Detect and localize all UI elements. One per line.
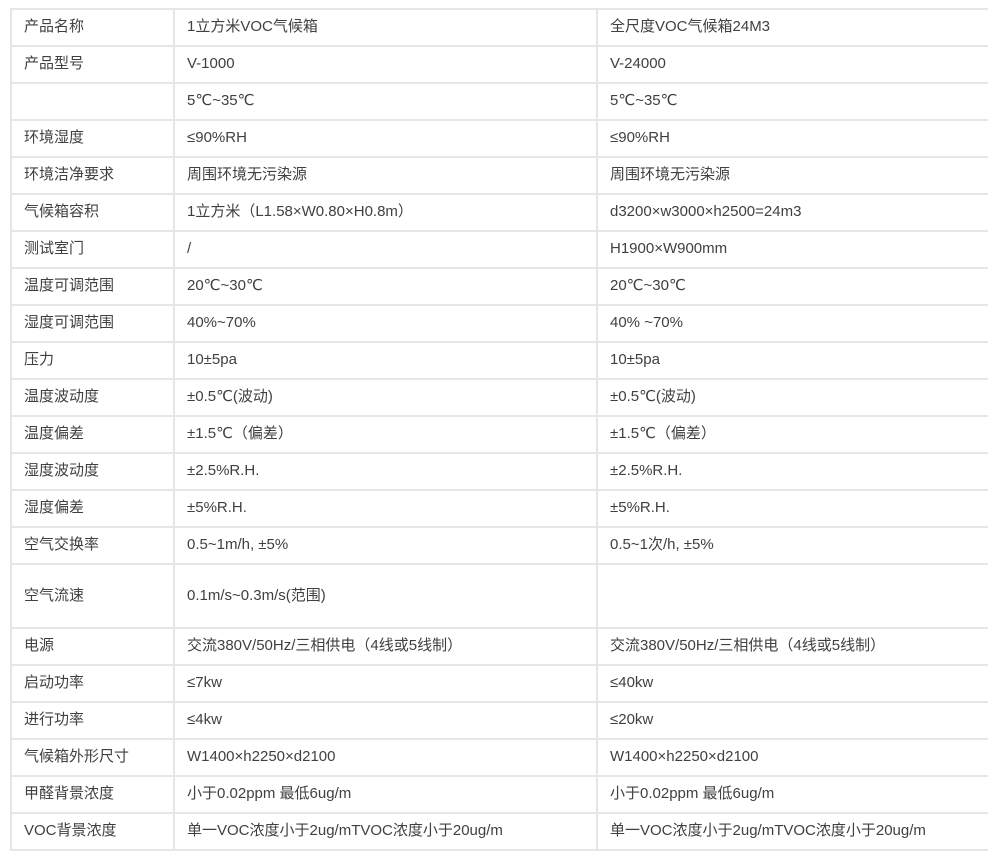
spec-value-cell-v24000: d3200×w3000×h2500=24m3 <box>596 193 988 232</box>
table-row: 湿度波动度 ±2.5%R.H. ±2.5%R.H. <box>10 452 988 491</box>
spec-value-cell-v1000: 0.5~1m/h, ±5% <box>173 526 598 565</box>
spec-value-cell-v24000: ≤20kw <box>596 701 988 740</box>
spec-value-cell-v24000: 40% ~70% <box>596 304 988 343</box>
spec-value-cell-v1000: V-1000 <box>173 45 598 84</box>
spec-label-cell: 进行功率 <box>10 701 175 740</box>
spec-value-cell-v1000: 1立方米（L1.58×W0.80×H0.8m） <box>173 193 598 232</box>
spec-label-cell: 测试室门 <box>10 230 175 269</box>
spec-label-cell: VOC背景浓度 <box>10 812 175 851</box>
spec-label-cell: 湿度偏差 <box>10 489 175 528</box>
table-row: 环境洁净要求 周围环境无污染源 周围环境无污染源 <box>10 156 988 195</box>
spec-label-cell: 启动功率 <box>10 664 175 703</box>
spec-value-cell-v24000: W1400×h2250×d2100 <box>596 738 988 777</box>
spec-value-cell-v1000: ≤90%RH <box>173 119 598 158</box>
table-row: VOC背景浓度 单一VOC浓度小于2ug/mTVOC浓度小于20ug/m 单一VOC… <box>10 812 988 851</box>
spec-label-cell: 温度偏差 <box>10 415 175 454</box>
spec-value-cell-v1000: ±1.5℃（偏差） <box>173 415 598 454</box>
spec-value-cell-v24000: 单一VOC浓度小于2ug/mTVOC浓度小于20ug/m <box>596 812 988 851</box>
spec-value-cell-v1000: 1立方米VOC气候箱 <box>173 8 598 47</box>
spec-value-cell-v24000: H1900×W900mm <box>596 230 988 269</box>
spec-value-cell-v24000: 0.5~1次/h, ±5% <box>596 526 988 565</box>
table-row: 5℃~35℃ 5℃~35℃ <box>10 82 988 121</box>
spec-value-cell-v1000: ±0.5℃(波动) <box>173 378 598 417</box>
spec-label-cell: 温度可调范围 <box>10 267 175 306</box>
spec-value-cell-v24000: 小于0.02ppm 最低6ug/m <box>596 775 988 814</box>
spec-value-cell-v1000: 5℃~35℃ <box>173 82 598 121</box>
spec-value-cell-v24000: ±1.5℃（偏差） <box>596 415 988 454</box>
table-row: 压力 10±5pa 10±5pa <box>10 341 988 380</box>
table-row: 温度波动度 ±0.5℃(波动) ±0.5℃(波动) <box>10 378 988 417</box>
spec-value-cell-v1000: ≤7kw <box>173 664 598 703</box>
table-row: 气候箱外形尺寸 W1400×h2250×d2100 W1400×h2250×d210… <box>10 738 988 777</box>
spec-value-cell-v1000: ≤4kw <box>173 701 598 740</box>
spec-value-cell-v24000: V-24000 <box>596 45 988 84</box>
table-row: 温度偏差 ±1.5℃（偏差） ±1.5℃（偏差） <box>10 415 988 454</box>
spec-value-cell-v1000: 0.1m/s~0.3m/s(范围) <box>173 563 598 629</box>
spec-label-cell: 温度波动度 <box>10 378 175 417</box>
spec-value-cell-v24000: 20℃~30℃ <box>596 267 988 306</box>
spec-label-cell: 气候箱容积 <box>10 193 175 232</box>
spec-label-cell: 空气交换率 <box>10 526 175 565</box>
spec-label-cell: 压力 <box>10 341 175 380</box>
spec-label-cell: 电源 <box>10 627 175 666</box>
table-row: 产品名称 1立方米VOC气候箱 全尺度VOC气候箱24M3 <box>10 8 988 47</box>
spec-value-cell-v1000: / <box>173 230 598 269</box>
table-row: 进行功率 ≤4kw ≤20kw <box>10 701 988 740</box>
table-row: 产品型号 V-1000 V-24000 <box>10 45 988 84</box>
table-row: 湿度偏差 ±5%R.H. ±5%R.H. <box>10 489 988 528</box>
spec-value-cell-v24000: ≤90%RH <box>596 119 988 158</box>
product-spec-table: 产品名称 1立方米VOC气候箱 全尺度VOC气候箱24M3 产品型号 V-1000 V-2… <box>10 8 988 851</box>
spec-value-cell-v24000: 全尺度VOC气候箱24M3 <box>596 8 988 47</box>
spec-value-cell-v1000: ±5%R.H. <box>173 489 598 528</box>
spec-label-cell: 气候箱外形尺寸 <box>10 738 175 777</box>
spec-value-cell-v1000: 10±5pa <box>173 341 598 380</box>
spec-label-cell: 产品名称 <box>10 8 175 47</box>
spec-value-cell-v24000: 10±5pa <box>596 341 988 380</box>
table-row: 湿度可调范围 40%~70% 40% ~70% <box>10 304 988 343</box>
table-row: 测试室门 / H1900×W900mm <box>10 230 988 269</box>
spec-value-cell-v1000: ±2.5%R.H. <box>173 452 598 491</box>
spec-label-cell: 湿度波动度 <box>10 452 175 491</box>
spec-value-cell-v24000: ±2.5%R.H. <box>596 452 988 491</box>
spec-value-cell-v1000: 40%~70% <box>173 304 598 343</box>
spec-value-cell-v24000: 周围环境无污染源 <box>596 156 988 195</box>
spec-label-cell: 环境洁净要求 <box>10 156 175 195</box>
spec-value-cell-v24000 <box>596 563 988 629</box>
spec-value-cell-v24000: ±0.5℃(波动) <box>596 378 988 417</box>
table-row: 环境湿度 ≤90%RH ≤90%RH <box>10 119 988 158</box>
spec-label-cell <box>10 82 175 121</box>
spec-label-cell: 空气流速 <box>10 563 175 629</box>
spec-label-cell: 产品型号 <box>10 45 175 84</box>
spec-value-cell-v1000: 小于0.02ppm 最低6ug/m <box>173 775 598 814</box>
spec-value-cell-v24000: 交流380V/50Hz/三相供电（4线或5线制） <box>596 627 988 666</box>
spec-value-cell-v1000: 20℃~30℃ <box>173 267 598 306</box>
spec-label-cell: 湿度可调范围 <box>10 304 175 343</box>
table-row: 电源 交流380V/50Hz/三相供电（4线或5线制） 交流380V/50Hz/三相… <box>10 627 988 666</box>
spec-value-cell-v1000: 单一VOC浓度小于2ug/mTVOC浓度小于20ug/m <box>173 812 598 851</box>
product-spec-table-body: 产品名称 1立方米VOC气候箱 全尺度VOC气候箱24M3 产品型号 V-1000 V-2… <box>10 8 988 851</box>
spec-value-cell-v24000: ±5%R.H. <box>596 489 988 528</box>
spec-value-cell-v24000: ≤40kw <box>596 664 988 703</box>
spec-value-cell-v24000: 5℃~35℃ <box>596 82 988 121</box>
table-row: 空气流速 0.1m/s~0.3m/s(范围) <box>10 563 988 629</box>
table-row: 启动功率 ≤7kw ≤40kw <box>10 664 988 703</box>
table-row: 甲醛背景浓度 小于0.02ppm 最低6ug/m 小于0.02ppm 最低6ug/m <box>10 775 988 814</box>
spec-value-cell-v1000: W1400×h2250×d2100 <box>173 738 598 777</box>
table-row: 空气交换率 0.5~1m/h, ±5% 0.5~1次/h, ±5% <box>10 526 988 565</box>
spec-label-cell: 环境湿度 <box>10 119 175 158</box>
table-row: 气候箱容积 1立方米（L1.58×W0.80×H0.8m） d3200×w3000×… <box>10 193 988 232</box>
spec-label-cell: 甲醛背景浓度 <box>10 775 175 814</box>
spec-value-cell-v1000: 交流380V/50Hz/三相供电（4线或5线制） <box>173 627 598 666</box>
table-row: 温度可调范围 20℃~30℃ 20℃~30℃ <box>10 267 988 306</box>
spec-value-cell-v1000: 周围环境无污染源 <box>173 156 598 195</box>
